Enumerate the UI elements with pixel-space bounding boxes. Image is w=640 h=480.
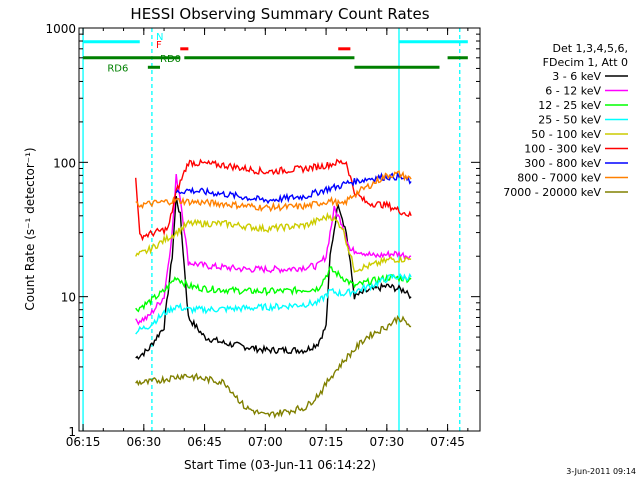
legend-header-line: FDecim 1, Att 0 — [543, 56, 628, 69]
legend-entry-label: 6 - 12 keV — [545, 85, 601, 98]
series-line-4 — [135, 272, 412, 335]
x-tick-label: 06:45 — [187, 435, 222, 449]
chart-title: HESSI Observing Summary Count Rates — [130, 5, 429, 23]
flag-label: RD6 — [107, 63, 128, 74]
x-tick-label: 07:15 — [309, 435, 344, 449]
x-tick-label: 07:00 — [248, 435, 283, 449]
plot-area: NF RD0 RD6 — [82, 28, 468, 431]
legend-entry-label: 12 - 25 keV — [538, 99, 601, 112]
x-tick-label: 06:30 — [127, 435, 162, 449]
series-line-5 — [135, 211, 412, 273]
flag-label: RD0 — [160, 54, 181, 65]
series-line-6 — [135, 158, 412, 242]
legend-entry-label: 25 - 50 keV — [538, 114, 601, 127]
legend-entry-label: 800 - 7000 keV — [517, 172, 601, 185]
x-axis-label: Start Time (03-Jun-11 06:14:22) — [184, 458, 376, 472]
y-tick-label: 1 — [68, 425, 76, 439]
x-tick-label: 06:15 — [66, 435, 101, 449]
y-axis-label: Count Rate (s⁻¹ detector⁻¹) — [23, 147, 37, 310]
legend-entry-label: 100 - 300 keV — [524, 143, 601, 156]
legend-header-line: Det 1,3,4,5,6, — [552, 42, 628, 55]
series-line-2 — [135, 174, 412, 326]
plot-frame — [78, 27, 481, 432]
y-tick-label: 10 — [61, 291, 76, 305]
x-tick-label: 07:30 — [370, 435, 405, 449]
legend-entry-label: 7000 - 20000 keV — [503, 186, 601, 199]
series-line-3 — [135, 266, 412, 313]
legend-entry-label: 300 - 800 keV — [524, 157, 601, 170]
legend: Det 1,3,4,5,6,FDecim 1, Att 03 - 6 keV 6 … — [503, 42, 628, 199]
x-tick-label: 07:45 — [430, 435, 465, 449]
y-tick-label: 1000 — [45, 22, 76, 36]
legend-entry-label: 50 - 100 keV — [531, 128, 601, 141]
series-line-8 — [135, 170, 412, 213]
series-line-7 — [175, 171, 412, 205]
legend-entry-label: 3 - 6 keV — [552, 70, 601, 83]
flag-label: N — [156, 32, 163, 43]
footer-timestamp: 3-Jun-2011 09:14 — [566, 467, 636, 476]
flag-label: F — [156, 40, 162, 51]
series-line-9 — [135, 314, 412, 419]
y-tick-label: 100 — [53, 156, 76, 170]
